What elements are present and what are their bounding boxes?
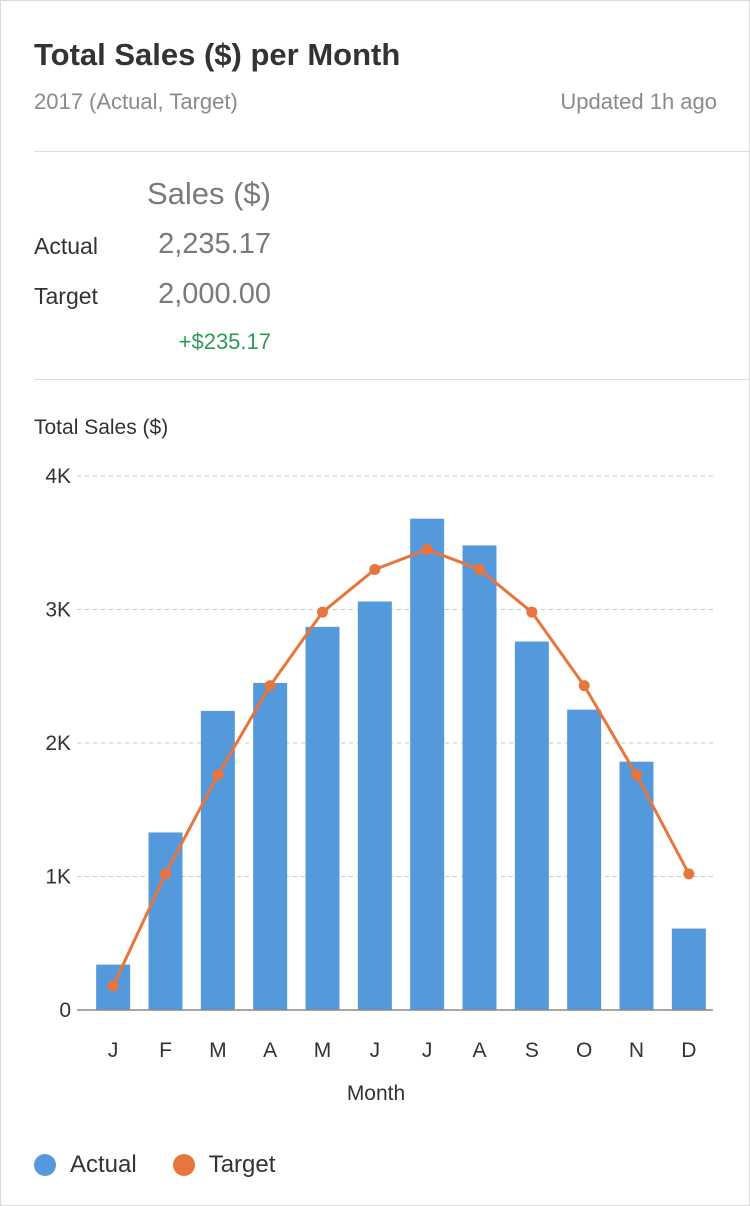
bar-actual	[357, 601, 392, 1010]
card-subtitle: 2017 (Actual, Target)	[34, 89, 238, 114]
bar-actual	[148, 832, 183, 1010]
bar-actual	[514, 641, 549, 1010]
target-line	[111, 547, 691, 987]
target-point	[317, 606, 328, 618]
x-tick-label: D	[681, 1039, 696, 1062]
legend: Actual Target	[34, 1151, 311, 1179]
bar-actual	[305, 626, 340, 1010]
y-tick-label: 0	[59, 999, 71, 1022]
updated-timestamp: Updated 1h ago	[560, 89, 717, 114]
legend-item-target[interactable]: Target	[172, 1151, 276, 1179]
x-tick-label: O	[576, 1039, 592, 1062]
target-point	[683, 868, 695, 880]
summary-column-header: Sales ($)	[146, 176, 271, 211]
x-tick-label: J	[370, 1039, 381, 1062]
sales-chart: 0 1K 2K 3K 4K J F M A M J J A S O N D Month	[45, 465, 713, 1105]
bar-actual	[671, 928, 706, 1010]
x-tick-label: A	[263, 1039, 277, 1062]
summary-target-value: 2,000.00	[158, 278, 271, 310]
target-point	[578, 680, 590, 692]
bar-actual	[567, 709, 602, 1010]
x-axis-title: Month	[347, 1082, 405, 1105]
y-tick-label: 2K	[45, 732, 71, 755]
x-tick-label: S	[525, 1039, 539, 1062]
card-title: Total Sales ($) per Month	[34, 37, 401, 72]
summary-delta: +$235.17	[178, 329, 271, 354]
x-tick-label: M	[314, 1039, 332, 1062]
legend-item-actual[interactable]: Actual	[34, 1151, 137, 1179]
bar-actual	[410, 518, 445, 1010]
y-tick-label: 4K	[45, 465, 71, 488]
legend-label-actual: Actual	[70, 1151, 137, 1178]
x-tick-label: J	[422, 1039, 433, 1062]
target-point	[474, 563, 485, 575]
x-tick-label: N	[629, 1039, 644, 1062]
y-tick-label: 1K	[45, 866, 71, 889]
target-point	[107, 980, 119, 992]
bar-actual	[462, 545, 497, 1010]
summary-target-label: Target	[34, 283, 98, 309]
divider	[34, 151, 749, 152]
summary-actual-value: 2,235.17	[158, 228, 271, 260]
target-point	[421, 543, 433, 555]
bar-actual	[200, 710, 235, 1010]
legend-swatch-target	[172, 1154, 195, 1176]
x-tick-label: A	[472, 1039, 486, 1062]
y-axis-title: Total Sales ($)	[34, 416, 169, 439]
target-point	[264, 680, 276, 692]
legend-label-target: Target	[208, 1151, 276, 1178]
bar-actual	[619, 761, 654, 1010]
x-tick-label: J	[108, 1039, 119, 1062]
target-point	[631, 769, 642, 781]
bar-actual	[253, 682, 288, 1010]
target-point	[369, 563, 381, 575]
divider	[34, 379, 749, 380]
x-tick-label: M	[209, 1039, 227, 1062]
target-point	[212, 769, 224, 781]
summary-actual-label: Actual	[34, 233, 98, 259]
target-point	[526, 606, 538, 618]
y-tick-label: 3K	[45, 599, 71, 622]
x-tick-label: F	[159, 1039, 172, 1062]
legend-swatch-actual	[34, 1154, 56, 1176]
target-point	[160, 868, 171, 880]
